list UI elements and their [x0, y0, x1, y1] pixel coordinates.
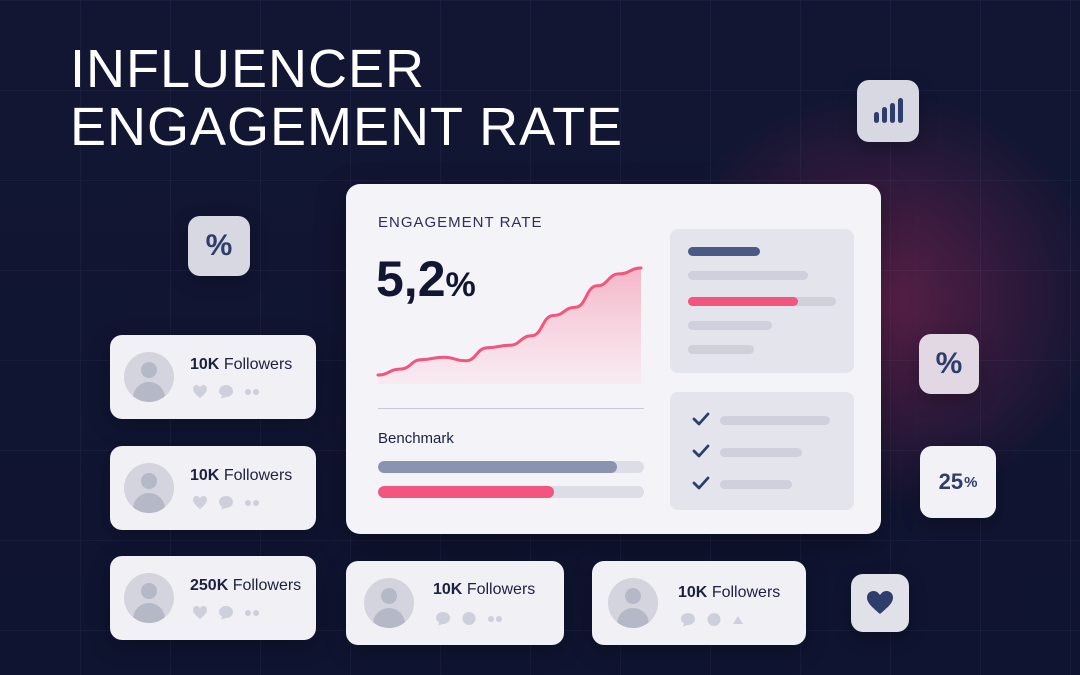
more-icon — [488, 615, 502, 622]
heart-icon — [193, 496, 207, 509]
reaction-icons — [435, 611, 503, 626]
avatar — [608, 578, 658, 628]
percent-badge: % — [188, 216, 250, 276]
bar-chart-badge — [857, 80, 919, 142]
checklist-line — [720, 448, 802, 457]
engagement-bar-fill — [378, 486, 554, 498]
avatar — [124, 352, 174, 402]
avatar — [124, 463, 174, 513]
reaction-icons — [192, 384, 260, 399]
panel-progress-fill — [688, 297, 798, 306]
follower-number: 250K — [190, 577, 229, 594]
benchmark-bar-track — [378, 461, 644, 473]
engagement-rate-unit: % — [445, 266, 476, 304]
title-line-2: ENGAGEMENT RATE — [70, 97, 624, 157]
engagement-dashboard-card: ENGAGEMENT RATE 5,2% Benchmark — [346, 184, 881, 534]
heart-badge — [851, 574, 909, 632]
follower-count: 10K Followers — [433, 581, 535, 599]
more-icon — [245, 609, 259, 616]
check-icon — [692, 476, 710, 490]
panel-text-line — [688, 271, 808, 280]
divider — [378, 408, 644, 409]
follower-count: 10K Followers — [190, 467, 292, 485]
follower-count: 250K Followers — [190, 577, 301, 595]
engagement-bar-track — [378, 486, 644, 498]
reaction-icons — [192, 495, 260, 510]
follower-label: Followers — [711, 584, 781, 601]
comment-icon — [436, 612, 450, 626]
profile-card: 10K Followers — [110, 335, 316, 419]
reaction-icons — [680, 612, 744, 627]
profile-card: 10K Followers — [346, 561, 564, 645]
benchmark-label: Benchmark — [378, 430, 454, 447]
follower-number: 10K — [190, 467, 220, 484]
reaction-icon — [707, 613, 721, 626]
profile-card: 10K Followers — [110, 446, 316, 530]
follower-number: 10K — [433, 581, 463, 598]
follower-count: 10K Followers — [190, 356, 292, 374]
more-icon — [733, 615, 743, 624]
engagement-rate-label: ENGAGEMENT RATE — [378, 214, 543, 231]
more-icon — [245, 388, 259, 395]
comment-icon — [219, 496, 233, 510]
stat-value: 25 — [938, 469, 964, 494]
follower-label: Followers — [223, 467, 293, 484]
panel-progress-track — [688, 297, 836, 306]
checklist-line — [720, 480, 792, 489]
follower-label: Followers — [232, 577, 302, 594]
stat-unit: % — [964, 473, 978, 491]
follower-number: 10K — [190, 356, 220, 373]
percent-icon: % — [935, 347, 963, 380]
stat-badge: 25% — [920, 446, 996, 518]
title-line-1: INFLUENCER — [70, 39, 426, 99]
reaction-icon — [462, 612, 476, 625]
comment-icon — [219, 385, 233, 399]
follower-number: 10K — [678, 584, 708, 601]
comment-icon — [219, 606, 233, 620]
percent-badge-right: % — [919, 334, 979, 394]
panel-text-line — [688, 321, 772, 330]
reaction-icons — [192, 605, 260, 620]
engagement-rate-value: 5,2% — [376, 250, 476, 308]
check-icon — [692, 412, 710, 426]
check-icon — [692, 444, 710, 458]
panel-text-line — [688, 345, 754, 354]
follower-label: Followers — [223, 356, 293, 373]
profile-card: 10K Followers — [592, 561, 806, 645]
heart-icon — [867, 591, 893, 614]
benchmark-bar-fill — [378, 461, 618, 473]
checklist-panel — [670, 392, 854, 510]
profile-card: 250K Followers — [110, 556, 316, 640]
panel-heading-line — [688, 247, 760, 256]
comment-icon — [681, 613, 695, 627]
engagement-trend-chart — [376, 266, 643, 384]
summary-panel — [670, 229, 854, 373]
follower-label: Followers — [466, 581, 536, 598]
trend-area — [378, 268, 641, 384]
checklist-line — [720, 416, 830, 425]
page-title: INFLUENCER ENGAGEMENT RATE — [70, 40, 623, 156]
follower-count: 10K Followers — [678, 584, 780, 602]
avatar — [364, 578, 414, 628]
avatar — [124, 573, 174, 623]
percent-icon: % — [205, 229, 233, 262]
engagement-rate-number: 5,2 — [376, 251, 446, 307]
trend-line — [376, 266, 643, 377]
heart-icon — [193, 606, 207, 619]
more-icon — [245, 499, 259, 506]
bar-chart-icon — [874, 98, 903, 123]
heart-icon — [193, 385, 207, 398]
